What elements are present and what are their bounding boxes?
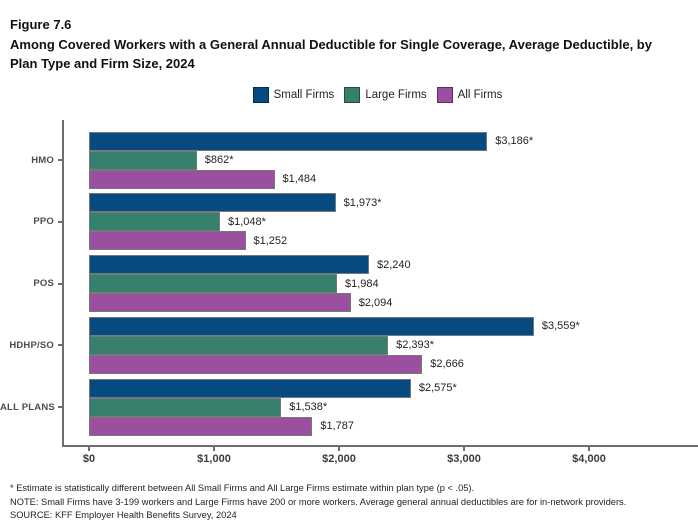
bar-hmo-large-firms: [89, 150, 197, 170]
bar-chart: HMO PPO POS HDHP/SO ALL PLANS $3,186* $862* $1…: [0, 120, 698, 480]
y-axis-tick: [58, 406, 62, 409]
x-axis-tick: [338, 447, 340, 451]
legend-label-large-firms: Large Firms: [365, 89, 427, 101]
y-axis-label: HDHP/SO: [9, 339, 54, 351]
x-axis-tick: [213, 447, 215, 451]
footnotes: * Estimate is statistically different be…: [10, 482, 694, 523]
bar-value-label: $1,984: [345, 277, 379, 290]
x-axis-tick-label: $3,000: [447, 453, 481, 465]
bar-hmo-small-firms: [89, 131, 488, 151]
bar-value-label: $1,048*: [228, 215, 266, 228]
large-firms-swatch-icon: [344, 87, 361, 103]
plot-area: $3,186* $862* $1,484 $1,973* $1,048* $1,252 $2…: [62, 120, 698, 465]
bar-value-label: $2,393*: [396, 339, 435, 352]
x-axis-tick: [588, 447, 590, 451]
bar-hmo-all-firms: [89, 169, 275, 189]
x-axis-tick-label: $1,000: [197, 453, 231, 465]
bar-all-plans-large-firms: [89, 397, 282, 417]
bar-all-plans-small-firms: [89, 378, 411, 398]
footnote-note: NOTE: Small Firms have 3-199 workers and…: [10, 496, 627, 507]
y-axis-label: ALL PLANS: [0, 401, 55, 413]
y-axis-tick: [58, 282, 62, 285]
legend-item-all-firms: All Firms: [436, 87, 503, 103]
y-axis-label: HMO: [31, 154, 54, 166]
y-axis-tick: [58, 344, 62, 347]
bar-hdhp-so-small-firms: [89, 316, 534, 336]
footnote-significance: * Estimate is statistically different be…: [10, 483, 475, 493]
footnote-source: SOURCE: KFF Employer Health Benefits Sur…: [10, 510, 237, 521]
bar-hdhp-so-all-firms: [89, 354, 423, 374]
legend-label-all-firms: All Firms: [457, 89, 503, 101]
bar-pos-small-firms: [89, 255, 369, 275]
bar-value-label: $2,094: [358, 296, 393, 309]
bar-ppo-small-firms: [89, 193, 336, 213]
y-axis-label: PPO: [33, 216, 54, 228]
legend-item-small-firms: Small Firms: [252, 87, 335, 103]
legend-item-large-firms: Large Firms: [344, 87, 427, 103]
bar-ppo-large-firms: [89, 212, 220, 232]
bar-value-label: $1,538*: [289, 401, 328, 414]
y-axis-tick: [58, 159, 62, 161]
y-axis-tick: [58, 220, 62, 223]
bar-value-label: $1,973*: [343, 196, 382, 209]
bar-ppo-all-firms: [89, 231, 246, 251]
bar-value-label: $3,559*: [541, 320, 580, 333]
legend: Small Firms Large Firms All Firms: [0, 87, 698, 103]
x-axis-tick: [88, 447, 90, 451]
bar-value-label: $2,666: [430, 358, 464, 371]
x-axis-tick-label: $4,000: [572, 453, 606, 465]
bar-value-label: $1,252: [253, 234, 288, 247]
bar-value-label: $862*: [204, 154, 234, 166]
bar-value-label: $1,787: [320, 420, 355, 433]
x-axis-tick: [463, 447, 465, 451]
bar-pos-all-firms: [89, 293, 351, 313]
bar-value-label: $2,240: [377, 258, 411, 271]
bar-hdhp-so-large-firms: [89, 335, 389, 355]
figure-label: Figure 7.6: [10, 17, 72, 32]
bar-all-plans-all-firms: [89, 416, 313, 436]
y-axis-labels: HMO PPO POS HDHP/SO ALL PLANS: [0, 120, 55, 445]
bar-value-label: $3,186*: [495, 135, 534, 147]
bar-pos-large-firms: [89, 274, 337, 294]
x-axis-tick-label: $0: [82, 453, 96, 465]
small-firms-swatch-icon: [252, 87, 269, 103]
y-axis-label: POS: [33, 278, 54, 290]
bar-value-label: $1,484: [282, 173, 317, 185]
all-firms-swatch-icon: [436, 87, 453, 103]
chart-title: Among Covered Workers with a General Ann…: [10, 37, 652, 71]
x-axis-tick-label: $2,000: [322, 453, 356, 465]
bar-value-label: $2,575*: [418, 382, 457, 395]
legend-label-small-firms: Small Firms: [273, 89, 335, 101]
